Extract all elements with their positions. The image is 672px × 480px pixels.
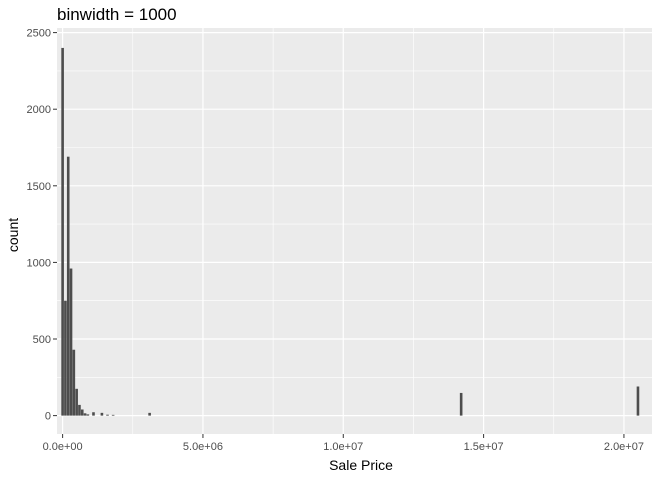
y-tick-label: 0: [45, 411, 51, 423]
x-tick-label: 1.0e+07: [323, 441, 363, 453]
histogram-bar: [69, 268, 73, 416]
histogram-bar: [83, 413, 87, 416]
histogram-bar: [66, 156, 70, 416]
histogram-bar: [75, 388, 78, 416]
x-tick-label: 2.0e+07: [604, 441, 644, 453]
x-tick-label: 0.0e+00: [43, 441, 83, 453]
histogram-bar: [64, 300, 67, 416]
chart-title: binwidth = 1000: [57, 5, 177, 24]
histogram-bars: [61, 47, 640, 416]
y-axis-title: count: [5, 218, 21, 252]
histogram-bar: [148, 412, 151, 416]
histogram-bar: [72, 349, 76, 416]
histogram-bar: [92, 412, 95, 416]
x-tick-label: 5.0e+06: [183, 441, 223, 453]
histogram-bar: [106, 414, 109, 416]
y-tick-label: 1500: [27, 181, 51, 193]
histogram-bar: [100, 412, 104, 416]
histogram-bar: [636, 386, 640, 416]
histogram-bar: [80, 409, 84, 416]
histogram-bar: [61, 47, 64, 416]
major-gridlines: [57, 28, 652, 434]
histogram-bar: [459, 392, 463, 416]
histogram-bar: [78, 404, 81, 416]
y-tick-label: 2000: [27, 104, 51, 116]
histogram-bar: [111, 414, 115, 416]
minor-gridlines: [57, 28, 652, 434]
y-tick-label: 2500: [27, 28, 51, 40]
y-tick-label: 1000: [27, 257, 51, 269]
plot-panel: [57, 28, 652, 434]
x-tick-label: 1.5e+07: [464, 441, 504, 453]
x-axis-title: Sale Price: [329, 457, 393, 473]
x-axis: 0.0e+00 5.0e+06 1.0e+07 1.5e+07 2.0e+07: [43, 434, 644, 453]
y-axis: 0 500 1000 1500 2000 2500: [27, 28, 57, 423]
histogram-bar: [86, 414, 90, 416]
y-tick-label: 500: [33, 334, 51, 346]
